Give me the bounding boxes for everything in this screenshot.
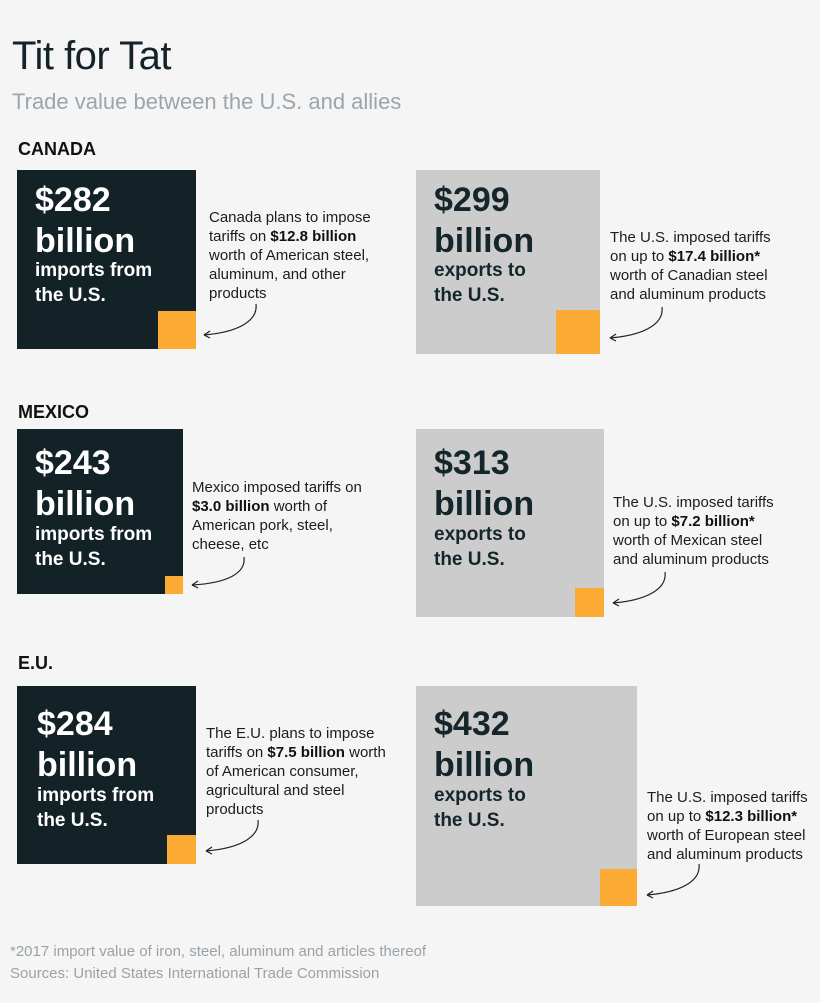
curved-arrow-icon [205,819,259,855]
mexico-exports-box: $313 billion exports to the U.S. [416,429,604,617]
note-highlight: $7.5 billion [267,744,345,761]
canada-exports-amount: $299 [434,181,510,219]
curved-arrow-icon [609,306,663,342]
canada-imports-box: $282 billion imports from the U.S. [17,170,196,349]
note-highlight: $7.2 billion* [671,513,755,530]
curved-arrow-icon [646,863,700,899]
eu-imports-unit: billion [37,746,138,784]
note-text: Mexico imposed tariffs on [192,479,362,496]
note-text: worth of Mexican steel and aluminum prod… [613,532,769,568]
mexico-imports-box: $243 billion imports from the U.S. [17,429,183,594]
mexico-imports-desc2: the U.S. [35,549,106,570]
mexico-exports-desc2: the U.S. [434,549,505,570]
note-highlight: $17.4 billion* [668,248,761,265]
note-text: Canada plans to impose tariffs on [209,209,371,245]
mexico-exports-amount: $313 [434,444,510,482]
eu-imports-desc2: the U.S. [37,810,108,831]
canada-imports-amount: $282 [35,181,111,219]
note-text: worth of American consumer, agricultural… [206,744,386,818]
note-highlight: $12.3 billion* [705,808,798,825]
canada-imports-note: Canada plans to impose tariffs on $12.8 … [209,208,389,303]
footnote: *2017 import value of iron, steel, alumi… [10,943,427,960]
curved-arrow-icon [203,303,257,339]
canada-imports-unit: billion [35,222,136,260]
eu-exports-desc1: exports to [434,785,526,806]
curved-arrow-icon [191,556,245,589]
canada-exports-desc1: exports to [434,260,526,281]
note-text: The U.S. imposed tariffs on up to [610,229,771,265]
note-text: worth of Canadian steel and aluminum pro… [610,267,768,303]
note-highlight: $3.0 billion [192,498,270,515]
eu-imports-note: The E.U. plans to impose tariffs on $7.5… [206,724,386,819]
mexico-imports-amount: $243 [35,444,111,482]
eu-imports-desc1: imports from [37,785,155,806]
eu-imports-amount: $284 [37,705,113,743]
sources: Sources: United States International Tra… [10,965,380,982]
canada-exports-note: The U.S. imposed tariffs on up to $17.4 … [610,228,780,304]
note-text: worth of American steel, aluminum, and o… [209,247,370,302]
section-label-eu: E.U. [18,653,54,673]
section-label-mexico: MEXICO [18,402,90,422]
note-text: worth of European steel and aluminum pro… [647,827,806,863]
mexico-retaliation-square [165,576,183,594]
mexico-exports-unit: billion [434,485,535,523]
eu-exports-note: The U.S. imposed tariffs on up to $12.3 … [647,788,819,864]
note-text: The U.S. imposed tariffs on up to [647,789,808,825]
canada-imports-desc2: the U.S. [35,285,106,306]
eu-retaliation-square [167,835,196,864]
canada-retaliation-square [158,311,196,349]
section-label-canada: CANADA [18,139,96,159]
curved-arrow-icon [612,571,666,607]
eu-exports-desc2: the U.S. [434,810,505,831]
canada-imports-desc1: imports from [35,260,153,281]
note-text: worth of American pork, steel, cheese, e… [192,498,333,553]
note-text: The U.S. imposed tariffs on up to [613,494,774,530]
note-highlight: $12.8 billion [270,228,357,245]
chart-subtitle: Trade value between the U.S. and allies [12,89,402,114]
canada-exports-box: $299 billion exports to the U.S. [416,170,600,354]
eu-exports-amount: $432 [434,705,510,743]
mexico-exports-note: The U.S. imposed tariffs on up to $7.2 b… [613,493,783,569]
mexico-imports-desc1: imports from [35,524,153,545]
mexico-imports-unit: billion [35,485,136,523]
canada-exports-unit: billion [434,222,535,260]
mexico-exports-desc1: exports to [434,524,526,545]
canada-us-tariff-square [556,310,600,354]
mexico-us-tariff-square [575,588,604,617]
eu-imports-box: $284 billion imports from the U.S. [17,686,196,864]
canada-exports-desc2: the U.S. [434,285,505,306]
mexico-imports-note: Mexico imposed tariffs on $3.0 billion w… [192,478,382,554]
chart-title: Tit for Tat [12,34,172,78]
eu-exports-unit: billion [434,746,535,784]
eu-us-tariff-square [600,869,637,906]
note-text: The E.U. plans to impose tariffs on [206,725,375,761]
eu-exports-box: $432 billion exports to the U.S. [416,686,637,906]
